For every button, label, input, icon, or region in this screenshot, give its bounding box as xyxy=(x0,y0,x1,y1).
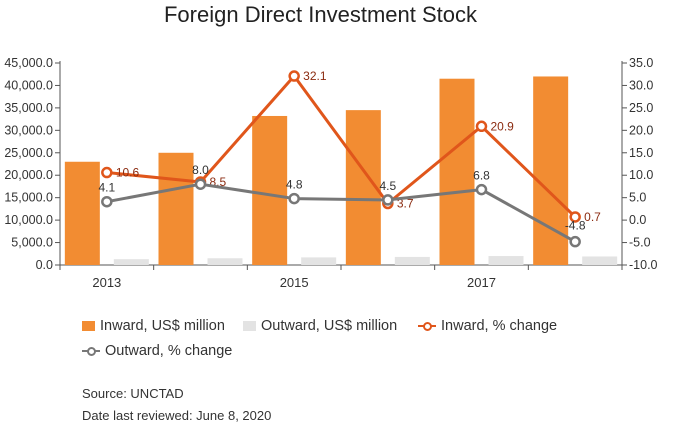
point-outward-pct xyxy=(288,192,300,205)
legend-label-outward-line: Outward, % change xyxy=(105,343,233,359)
legend-label-inward-line: Inward, % change xyxy=(441,318,558,334)
data-label-outward-pct: 4.1 xyxy=(98,181,115,195)
data-label-inward-pct: 20.9 xyxy=(491,119,515,133)
data-label-outward-pct: 8.0 xyxy=(192,163,209,177)
point-outward-pct xyxy=(382,194,394,206)
x-tick-label: 2013 xyxy=(92,275,121,290)
bar-outward-usd xyxy=(113,259,149,265)
line-inward-pct xyxy=(106,74,577,219)
bar-outward-usd xyxy=(301,257,337,265)
bar-outward-usd xyxy=(488,256,524,265)
legend-item-inward-bar[interactable]: Inward, US$ million xyxy=(82,318,225,334)
legend-item-outward-line[interactable]: Outward, % change xyxy=(82,343,232,359)
bar-inward-usd xyxy=(439,78,475,265)
point-outward-pct xyxy=(569,235,581,248)
legend-swatch-outward-bar xyxy=(243,321,256,331)
y-right-tick-label: -5.0 xyxy=(629,236,651,250)
bar-inward-usd xyxy=(252,115,288,265)
data-label-inward-pct: 32.1 xyxy=(303,69,327,83)
review-date-note: Date last reviewed: June 8, 2020 xyxy=(82,408,272,423)
data-label-inward-pct: 3.7 xyxy=(397,197,414,211)
data-label-outward-pct: 4.8 xyxy=(286,178,303,192)
bar-inward-usd xyxy=(158,152,194,265)
y-right-tick-label: 25.0 xyxy=(629,101,653,115)
data-label-outward-pct: 6.8 xyxy=(473,169,490,183)
line-outward-pct xyxy=(106,182,576,243)
legend-item-outward-bar[interactable]: Outward, US$ million xyxy=(243,318,397,334)
y-left-tick-label: 5,000.0 xyxy=(11,236,53,250)
data-label-inward-pct: 0.7 xyxy=(584,210,601,224)
chart-title: Foreign Direct Investment Stock xyxy=(163,2,477,27)
legend-swatch-inward-bar xyxy=(82,321,95,331)
legend-marker-outward-line xyxy=(82,346,100,356)
point-inward-pct xyxy=(569,211,581,223)
x-tick-label: 2015 xyxy=(280,275,309,290)
y-left-tick-label: 40,000.0 xyxy=(4,78,53,92)
bar-outward-usd xyxy=(394,256,430,265)
point-outward-pct xyxy=(101,195,113,208)
bar-inward-usd xyxy=(533,76,569,265)
y-right-tick-label: 30.0 xyxy=(629,78,653,92)
y-left-tick-label: 35,000.0 xyxy=(4,101,53,115)
point-outward-pct xyxy=(475,183,488,196)
data-label-outward-pct: -4.8 xyxy=(565,219,586,233)
y-left-tick-label: 45,000.0 xyxy=(4,56,53,70)
y-right-tick-label: -10.0 xyxy=(629,258,658,272)
point-inward-pct xyxy=(101,166,113,179)
point-inward-pct xyxy=(475,120,488,133)
point-inward-pct xyxy=(288,70,300,82)
legend-label-outward-bar: Outward, US$ million xyxy=(261,318,398,334)
point-outward-pct xyxy=(194,178,207,190)
source-note: Source: UNCTAD xyxy=(82,386,184,401)
x-tick-label: 2017 xyxy=(467,275,496,290)
y-left-tick-label: 25,000.0 xyxy=(4,146,53,160)
y-right-tick-label: 35.0 xyxy=(629,56,653,70)
bar-outward-usd xyxy=(207,258,243,265)
y-left-tick-label: 10,000.0 xyxy=(4,213,53,227)
y-left-tick-label: 0.0 xyxy=(36,258,53,272)
y-left-tick-label: 15,000.0 xyxy=(4,191,53,205)
y-right-tick-label: 5.0 xyxy=(629,191,646,205)
y-right-tick-label: 20.0 xyxy=(629,123,653,137)
y-right-tick-label: 15.0 xyxy=(629,146,653,160)
legend-marker-inward-line xyxy=(418,321,436,331)
legend-item-inward-line[interactable]: Inward, % change xyxy=(418,318,557,334)
chart-plot: 0.0 5,000.0 10,000.0 15,000.0 20,000.0 25,000… xyxy=(4,56,658,290)
y-left-tick-label: 30,000.0 xyxy=(4,123,53,137)
y-right-tick-label: 0.0 xyxy=(629,213,646,227)
y-right-tick-label: 10.0 xyxy=(629,168,653,182)
data-label-outward-pct: 4.5 xyxy=(379,179,396,193)
bar-outward-usd xyxy=(582,256,618,265)
bar-inward-usd xyxy=(64,161,100,265)
data-label-inward-pct: 10.6 xyxy=(116,166,140,180)
y-left-tick-label: 20,000.0 xyxy=(4,168,53,182)
legend-label-inward-bar: Inward, US$ million xyxy=(100,318,225,334)
